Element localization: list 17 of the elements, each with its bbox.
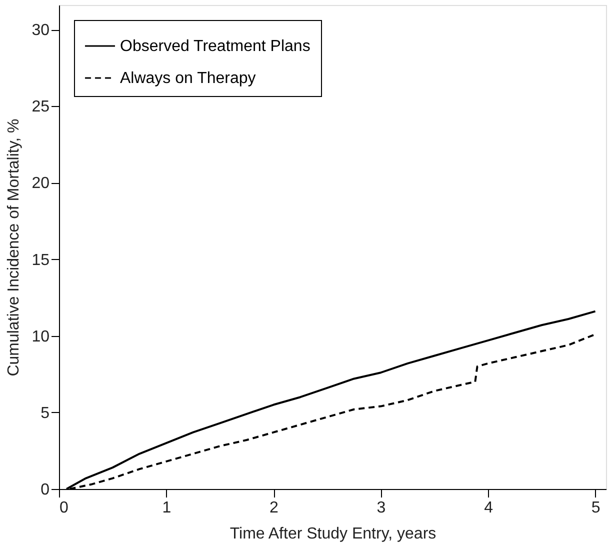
x-tick-label: 0 xyxy=(60,500,68,516)
x-tick-label: 2 xyxy=(270,500,279,516)
x-axis-title: Time After Study Entry, years xyxy=(230,526,436,542)
y-tick-label: 30 xyxy=(32,22,50,40)
y-tick-label: 0 xyxy=(40,482,50,498)
y-tick-label: 20 xyxy=(32,175,50,192)
y-tick-label: 5 xyxy=(40,404,50,422)
x-tick-label: 3 xyxy=(376,500,386,516)
x-tick-label: 1 xyxy=(162,500,172,516)
y-tick-label: 10 xyxy=(32,328,50,346)
y-tick-label: 25 xyxy=(32,98,50,116)
legend-label: Observed Treatment Plans xyxy=(120,38,310,55)
x-tick-label: 4 xyxy=(484,500,494,516)
y-tick-label: 15 xyxy=(32,252,50,269)
x-tick-label: 5 xyxy=(591,500,600,516)
y-axis-title: Cumulative Incidence of Mortality, % xyxy=(6,118,23,376)
legend-label: Always on Therapy xyxy=(120,70,256,87)
